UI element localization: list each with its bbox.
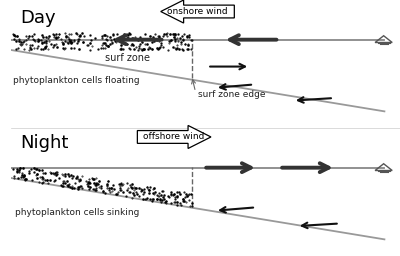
- Text: phytoplankton cells floating: phytoplankton cells floating: [14, 76, 140, 85]
- Text: surf zone: surf zone: [105, 54, 150, 63]
- Text: Night: Night: [20, 134, 69, 152]
- Text: onshore wind: onshore wind: [167, 7, 228, 16]
- Text: surf zone edge: surf zone edge: [198, 90, 265, 99]
- Text: Day: Day: [20, 9, 56, 27]
- Text: phytoplankton cells sinking: phytoplankton cells sinking: [15, 208, 139, 217]
- FancyArrow shape: [161, 0, 234, 23]
- FancyArrow shape: [137, 125, 211, 148]
- Text: offshore wind: offshore wind: [144, 132, 205, 142]
